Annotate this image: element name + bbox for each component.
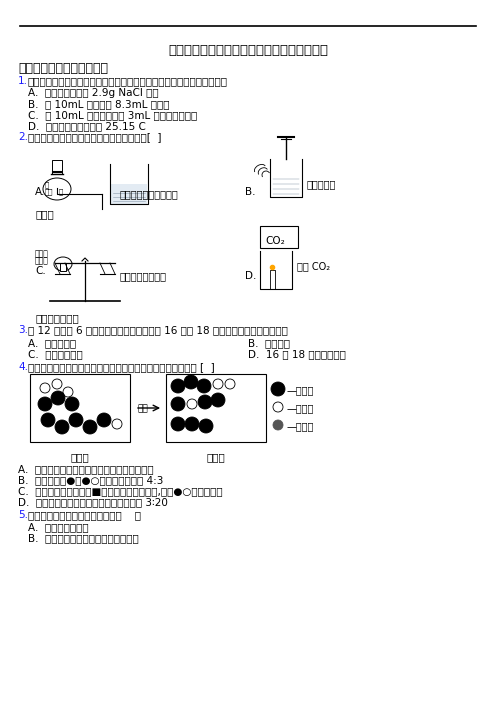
Circle shape [112,419,122,429]
Text: B.  用 10mL 量筒量取 8.3mL 蒸馏水: B. 用 10mL 量筒量取 8.3mL 蒸馏水 [28,99,170,109]
Text: B.  细铁丝在氧气中燃烧，生成氧化铁: B. 细铁丝在氧气中燃烧，生成氧化铁 [28,533,139,543]
Circle shape [185,417,199,431]
Text: 气密性: 气密性 [35,209,54,219]
Ellipse shape [54,257,72,271]
Circle shape [51,391,65,405]
Text: 一、选择题（增优题较难）: 一、选择题（增优题较难） [18,62,108,75]
Circle shape [171,417,185,431]
Circle shape [52,379,62,389]
Text: 检查装置的: 检查装置的 [307,179,336,189]
Circle shape [271,382,285,396]
Text: 4.: 4. [18,362,28,372]
Bar [111,184,147,204]
Text: 正确记录实验数据是一项实验基本技能，某同学记录的实验数据错误的是: 正确记录实验数据是一项实验基本技能，某同学记录的实验数据错误的是 [28,76,228,86]
Circle shape [171,379,185,393]
Bar [60,263,66,271]
Circle shape [69,413,83,427]
Circle shape [211,393,225,407]
Text: CO₂: CO₂ [265,236,285,246]
Circle shape [184,375,198,389]
Text: 碳 12 是指含 6 个中子的碳原子。下列对氧 16 和氧 18 两种氧原子的说法正确的是: 碳 12 是指含 6 个中子的碳原子。下列对氧 16 和氧 18 两种氧原子的说… [28,325,288,335]
Text: 5.: 5. [18,510,28,520]
Text: 稀盐酸: 稀盐酸 [35,249,49,258]
Text: C.: C. [35,266,46,276]
Circle shape [199,419,213,433]
Bar [52,160,62,174]
Bar [30,374,130,442]
Text: A.  用托盘天平称取 2.9g NaCl 固体: A. 用托盘天平称取 2.9g NaCl 固体 [28,88,159,98]
Circle shape [63,387,73,397]
Text: A.  反应前后元素的种类及化合价均未发生改变: A. 反应前后元素的种类及化合价均未发生改变 [18,464,154,474]
Text: —镁原子: —镁原子 [287,385,314,395]
Text: D.  用温度计测得水温为 25.15 C: D. 用温度计测得水温为 25.15 C [28,121,146,131]
FancyBboxPatch shape [260,226,298,248]
Text: 空: 空 [45,181,49,187]
Text: B.: B. [245,187,255,197]
Circle shape [187,399,197,409]
Text: C.  反应涉及的物质中，■是由原子构成的单质,只有●○属于氧化物: C. 反应涉及的物质中，■是由原子构成的单质,只有●○属于氧化物 [18,486,223,496]
Circle shape [40,383,50,393]
Text: 密度比空气的大: 密度比空气的大 [35,313,79,323]
Text: D.  16 和 18 表示原子个数: D. 16 和 18 表示原子个数 [248,349,346,359]
Text: 红磷: 红磷 [45,188,54,194]
Text: 反应后: 反应后 [207,452,225,462]
Text: 反应前: 反应前 [70,452,89,462]
Circle shape [273,402,283,412]
Text: A.: A. [35,187,45,197]
Text: 石家庄市一中实验学校上册期中化学模拟试题: 石家庄市一中实验学校上册期中化学模拟试题 [168,44,328,57]
Circle shape [41,413,55,427]
Text: 下列实验设计不能达到其对应实验目的的是[  ]: 下列实验设计不能达到其对应实验目的的是[ ] [28,132,162,142]
Text: B.  参加反应的●和●○的微粒个数比是 4:3: B. 参加反应的●和●○的微粒个数比是 4:3 [18,475,163,485]
Text: 2.: 2. [18,132,28,142]
Circle shape [273,420,283,430]
Circle shape [55,420,69,434]
Text: 测定空气里氧气的含量: 测定空气里氧气的含量 [120,189,179,199]
Text: 验证质量守恒定律: 验证质量守恒定律 [120,271,167,281]
Text: C.  电子数不相同: C. 电子数不相同 [28,349,83,359]
Text: —氧原子: —氧原子 [287,403,314,413]
Text: —碳原子: —碳原子 [287,421,314,431]
Text: 宏观辨识和微观剖析是化学核心素养之一。下列说法正确的是 [  ]: 宏观辨识和微观剖析是化学核心素养之一。下列说法正确的是 [ ] [28,362,215,372]
Circle shape [171,397,185,411]
Circle shape [65,397,79,411]
Text: C.  在 10mL 试管中倒入约 3mL 蒸馏水进行加热: C. 在 10mL 试管中倒入约 3mL 蒸馏水进行加热 [28,110,197,120]
Text: 点燃: 点燃 [137,404,148,413]
Circle shape [213,379,223,389]
Ellipse shape [43,178,71,200]
Circle shape [197,379,211,393]
Circle shape [97,413,111,427]
Circle shape [38,397,52,411]
Text: D.: D. [245,271,256,281]
Text: 1.: 1. [18,76,28,86]
Text: 水: 水 [59,188,63,194]
Text: A.  质子数相同: A. 质子数相同 [28,338,76,348]
Circle shape [83,420,97,434]
Text: 3.: 3. [18,325,28,335]
Text: 碳酸钠: 碳酸钠 [35,256,49,265]
Text: 下列有关氧气的说法，错误的是（    ）: 下列有关氧气的说法，错误的是（ ） [28,510,141,520]
Circle shape [225,379,235,389]
Circle shape [198,395,212,409]
Text: A.  氧气能支持燃烧: A. 氧气能支持燃烧 [28,522,89,532]
Bar [166,374,266,442]
Text: D.  该反应生成的单质和化合物的质量比时 3∶20: D. 该反应生成的单质和化合物的质量比时 3∶20 [18,497,168,507]
Text: 证明 CO₂: 证明 CO₂ [297,261,330,271]
Text: B.  质量相同: B. 质量相同 [248,338,290,348]
